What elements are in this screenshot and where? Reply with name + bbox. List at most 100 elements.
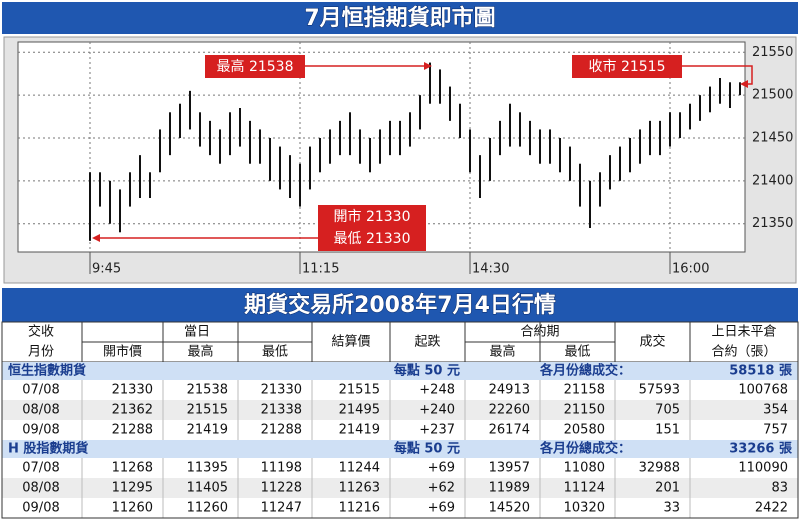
cell: 11395 <box>187 461 228 476</box>
row-bg <box>2 458 798 478</box>
section-total-label: 各月份總成交： <box>539 363 631 379</box>
cell: 21338 <box>261 403 302 418</box>
y-tick-label: 21550 <box>752 45 793 60</box>
cell: +248 <box>419 383 455 398</box>
cell: 21515 <box>339 383 380 398</box>
section-total: 33266 張 <box>729 442 793 457</box>
cell: 33 <box>663 501 680 516</box>
row-bg <box>2 420 798 440</box>
column-header: 最高 <box>489 344 515 360</box>
column-header: 當日 <box>184 325 210 340</box>
cell: 21419 <box>339 423 380 438</box>
cell: 11247 <box>261 501 302 516</box>
arrow-head <box>92 234 100 242</box>
cell: 11124 <box>564 481 605 496</box>
table-title-bar <box>2 288 798 322</box>
column-header: 最低 <box>564 345 590 360</box>
cell: 21158 <box>564 383 605 398</box>
section-bg <box>2 440 798 458</box>
row-bg <box>2 498 798 518</box>
annotation-box <box>318 205 426 251</box>
cell: 21288 <box>112 423 153 438</box>
x-tick-label: 16:00 <box>672 262 709 277</box>
table-frame <box>1 321 799 519</box>
column-header: 結算價 <box>331 335 370 350</box>
cell: 21330 <box>112 383 153 398</box>
cell: 21362 <box>112 403 153 418</box>
bars <box>89 62 741 241</box>
cell: 2422 <box>755 501 788 516</box>
cell: 11260 <box>187 501 228 516</box>
cell: 11295 <box>112 481 153 496</box>
cell: 20580 <box>564 423 605 438</box>
cell: 14520 <box>489 501 530 516</box>
annotation: 開市 21330 <box>334 208 411 225</box>
column-header: 起跌 <box>414 334 440 350</box>
column-header: 最高 <box>187 344 213 360</box>
cell: +62 <box>428 481 455 496</box>
cell: 10320 <box>564 501 605 516</box>
cell: 11228 <box>261 481 302 496</box>
annotation: 收市 21515 <box>589 58 666 75</box>
x-tick-label: 14:30 <box>472 262 509 277</box>
column-header: 月份 <box>28 345 54 360</box>
annotation: 最高 21538 <box>217 58 294 75</box>
cell: 07/08 <box>22 461 59 476</box>
column-header: 成交 <box>639 334 665 350</box>
cell: 11198 <box>261 461 302 476</box>
y-tick-label: 21400 <box>752 173 793 188</box>
cell: +69 <box>428 501 455 516</box>
cell: 100768 <box>738 383 788 398</box>
cell: 151 <box>655 423 680 438</box>
section-total-label: 各月份總成交： <box>539 441 631 457</box>
column-header: 合約（張） <box>711 345 776 360</box>
annotations: 最高 21538 收市 21515 開市 21330 最低 21330 <box>92 55 753 251</box>
annotation: 最低 21330 <box>334 231 411 247</box>
cell: 22260 <box>489 403 530 418</box>
column-header: 開市價 <box>103 344 142 360</box>
column-header: 上日未平倉 <box>711 325 776 340</box>
cell: 08/08 <box>22 481 59 496</box>
section-unit: 每點 50 元 <box>394 363 460 379</box>
arrow-head <box>424 62 432 70</box>
cell: 21288 <box>261 423 302 438</box>
x-tick-label: 9:45 <box>92 262 121 277</box>
cell: 21330 <box>261 383 302 398</box>
cell: 32988 <box>639 461 680 476</box>
cell: 757 <box>763 423 788 438</box>
y-tick-label: 21350 <box>752 216 793 231</box>
row-bg <box>2 380 798 400</box>
cell: 26174 <box>489 423 530 438</box>
table-title: 期貨交易所2008年7月4日行情 <box>244 292 556 318</box>
cell: 08/08 <box>22 403 59 418</box>
annotation-box <box>205 55 305 78</box>
y-tick-label: 21450 <box>752 131 793 146</box>
column-header: 合約期 <box>520 325 559 340</box>
section-unit: 每點 50 元 <box>394 441 460 457</box>
cell: +69 <box>428 461 455 476</box>
cell: 21419 <box>187 423 228 438</box>
column-header: 交收 <box>28 324 54 340</box>
cell: 24913 <box>489 383 530 398</box>
cell: 11268 <box>112 461 153 476</box>
cell: 11405 <box>187 481 228 496</box>
section-bg <box>2 362 798 380</box>
cell: 83 <box>771 481 788 496</box>
cell: 21515 <box>187 403 228 418</box>
cell: 21538 <box>187 383 228 398</box>
cell: 07/08 <box>22 383 59 398</box>
cell: 110090 <box>738 461 788 476</box>
cell: 11989 <box>489 481 530 496</box>
cell: 21150 <box>564 403 605 418</box>
section-total: 58518 張 <box>729 364 793 379</box>
cell: +240 <box>419 403 455 418</box>
cell: 21495 <box>339 403 380 418</box>
row-bg <box>2 400 798 420</box>
chart-title: 7月恒指期貨即市圖 <box>304 5 495 31</box>
cell: 11216 <box>339 501 380 516</box>
cell: 09/08 <box>22 423 59 438</box>
cell: 57593 <box>639 383 680 398</box>
cell: 354 <box>763 403 788 418</box>
